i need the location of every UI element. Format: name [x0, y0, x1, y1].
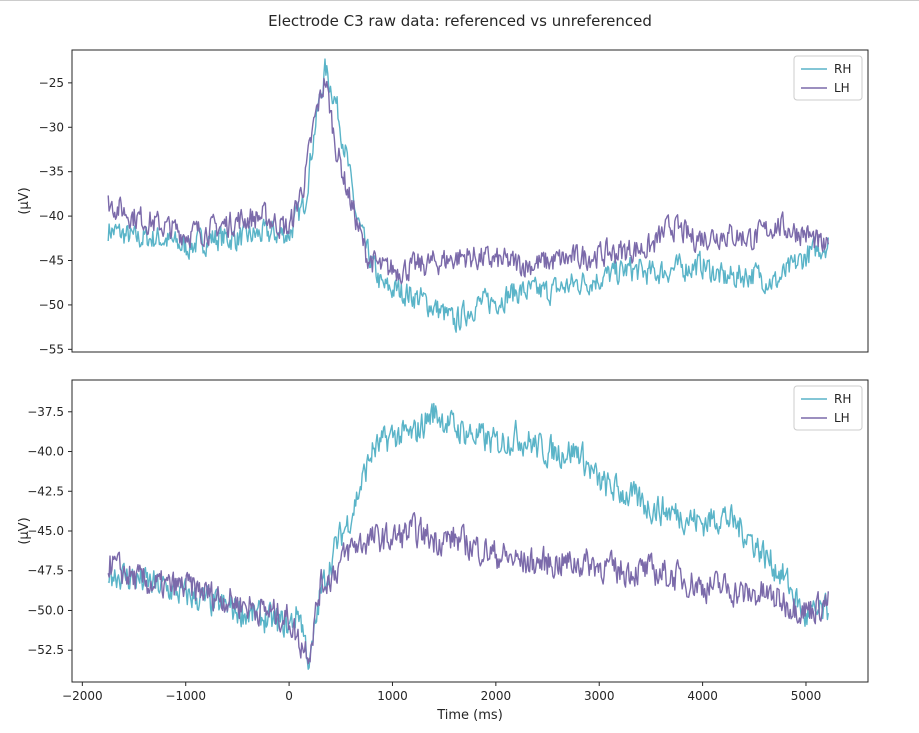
- y-tick-label: −52.5: [27, 643, 64, 657]
- y-tick-label: −50: [39, 298, 64, 312]
- plot-frame: [71, 49, 869, 353]
- y-tick-label: −37.5: [27, 405, 64, 419]
- x-tick-label: 1000: [377, 689, 408, 703]
- lower-subplot: −37.5 −40.0 −42.5 −45.0 −47.5 −50.0 −52.5 −2000…: [17, 379, 869, 723]
- series-line-lh: [107, 77, 829, 285]
- legend-box: [793, 385, 863, 431]
- x-tick-label: 5000: [791, 689, 822, 703]
- series-line-rh: [107, 58, 829, 333]
- y-tick-label: −45.0: [27, 524, 64, 538]
- x-tick-label: −1000: [165, 689, 206, 703]
- legend-label-rh: RH: [834, 62, 851, 76]
- legend-label-lh: LH: [834, 81, 850, 95]
- y-axis-label: (μV): [17, 187, 32, 214]
- upper-subplot: −25 −30 −35 −40 −45 −50 −55 (μV) RH LH: [17, 49, 869, 356]
- legend-box: [793, 55, 863, 101]
- x-tick-label: 0: [285, 689, 293, 703]
- y-tick-label: −35: [39, 165, 64, 179]
- y-tick-label: −47.5: [27, 564, 64, 578]
- y-tick-label: −50.0: [27, 603, 64, 617]
- x-tick-label: 2000: [481, 689, 512, 703]
- legend-label-lh: LH: [834, 411, 850, 425]
- y-tick-label: −42.5: [27, 484, 64, 498]
- y-axis-label: (μV): [17, 517, 32, 544]
- y-tick-label: −40: [39, 209, 64, 223]
- y-tick-label: −30: [39, 120, 64, 134]
- series-line-lh: [107, 512, 829, 665]
- x-tick-label: 4000: [687, 689, 718, 703]
- x-tick-label: 3000: [584, 689, 615, 703]
- y-tick-label: −45: [39, 254, 64, 268]
- y-tick-label: −40.0: [27, 445, 64, 459]
- y-tick-label: −55: [39, 342, 64, 356]
- figure-title: Electrode C3 raw data: referenced vs unr…: [268, 12, 652, 30]
- x-tick-label: −2000: [62, 689, 103, 703]
- x-axis-label: Time (ms): [436, 708, 503, 723]
- y-tick-label: −25: [39, 76, 64, 90]
- series-line-rh: [107, 402, 829, 670]
- legend-label-rh: RH: [834, 392, 851, 406]
